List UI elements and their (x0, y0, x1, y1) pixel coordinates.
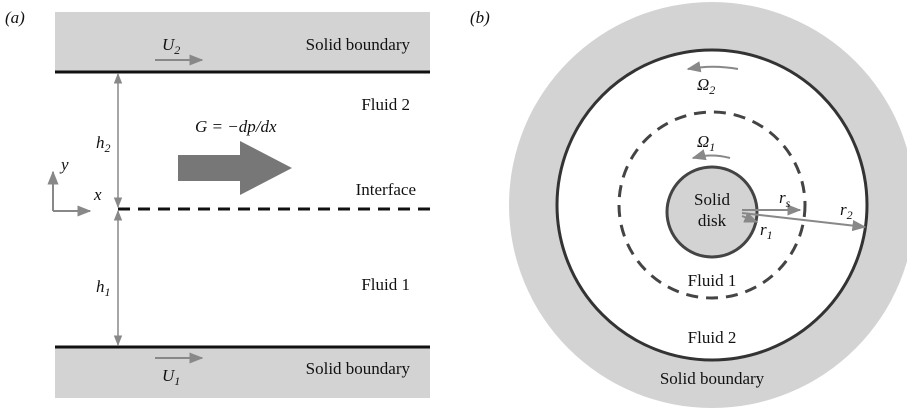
fluid-label: Fluid 1 (688, 271, 737, 290)
boundary-label: Solid boundary (660, 369, 765, 388)
rotation-arrow (686, 61, 739, 73)
radius-arrow (741, 212, 867, 232)
gradient-label: G = −dp/dx (195, 117, 277, 136)
solid-disk (665, 165, 759, 259)
wall-label: Solid boundary (306, 35, 411, 54)
disk-label: Solid (694, 190, 730, 209)
height-label: h2 (96, 133, 111, 155)
interface-label: Interface (356, 180, 416, 199)
flow-arrow (178, 141, 292, 195)
radius-label: rs (779, 188, 791, 210)
top-wall (55, 12, 430, 72)
axis-label: x (93, 185, 102, 204)
panel-label: (b) (470, 8, 490, 27)
fluid-label: Fluid 1 (361, 275, 410, 294)
wall-label: Solid boundary (306, 359, 411, 378)
radius-label: r2 (840, 200, 853, 222)
fluid-label: Fluid 2 (688, 328, 737, 347)
radius-arrow (741, 212, 759, 223)
velocity-label: U1 (162, 366, 180, 388)
rotation-label: Ω1 (697, 132, 715, 154)
velocity-label: U2 (162, 35, 180, 57)
fluid-label: Fluid 2 (361, 95, 410, 114)
rotation-arrow (691, 149, 731, 161)
bottom-wall (55, 347, 430, 398)
interface-circle (617, 110, 807, 300)
panel-b: (b) Solid disk Ω2 Ω1 rs r1 r2 Fluid 1 Fl… (470, 2, 907, 408)
rotation-label: Ω2 (697, 75, 715, 97)
disk-label: disk (698, 211, 727, 230)
panel-label: (a) (5, 8, 25, 27)
radius-label: r1 (760, 220, 773, 242)
axis-label: y (59, 155, 69, 174)
panel-a: (a) Solid boundary Solid boundary U2 U1 … (5, 8, 430, 398)
height-label: h1 (96, 277, 111, 299)
